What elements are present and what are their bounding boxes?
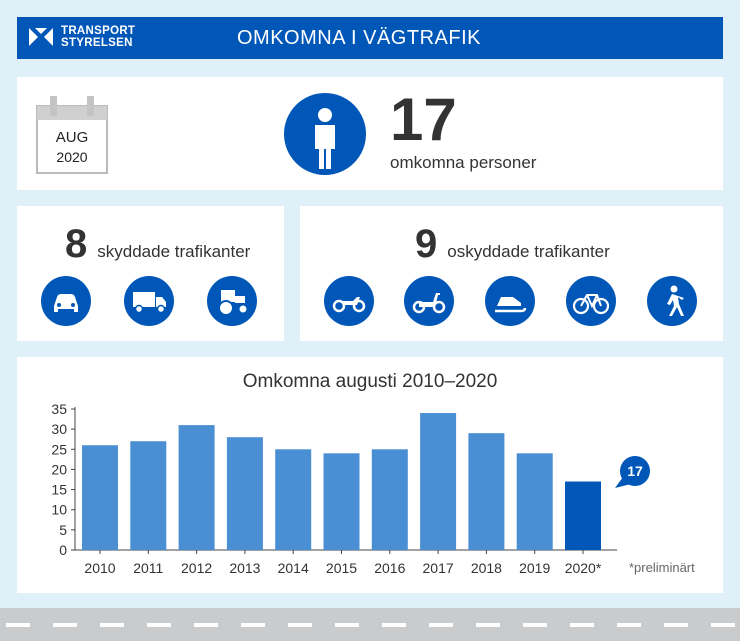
x-tick-label: 2018 bbox=[471, 560, 502, 576]
y-tick-label: 10 bbox=[51, 502, 67, 518]
road-decoration bbox=[0, 608, 740, 641]
protected-panel: 8 skyddade trafikanter bbox=[17, 206, 284, 341]
logo-mark-icon bbox=[29, 28, 53, 46]
moped-icon bbox=[404, 276, 454, 326]
bar-2019 bbox=[516, 453, 553, 550]
bar-2017 bbox=[420, 413, 457, 550]
chart-panel: Omkomna augusti 2010–2020 0 5 10 15 20 25 30 35… bbox=[17, 357, 723, 593]
y-tick-label: 30 bbox=[51, 421, 67, 437]
person-icon bbox=[284, 93, 366, 175]
calendar-month: AUG bbox=[55, 129, 89, 146]
header-bar: TRANSPORT STYRELSEN OMKOMNA I VÄGTRAFIK bbox=[17, 17, 723, 59]
lane-dash bbox=[429, 623, 453, 627]
bicycle-icon bbox=[566, 276, 616, 326]
x-tick-label: 2019 bbox=[519, 560, 550, 576]
lane-dash bbox=[335, 623, 359, 627]
protected-count: 8 bbox=[65, 222, 88, 266]
x-tick-label: 2020* bbox=[565, 560, 602, 576]
unprotected-panel: 9 oskyddade trafikanter bbox=[300, 206, 723, 341]
tractor-icon bbox=[207, 276, 257, 326]
lane-dash bbox=[617, 623, 641, 627]
callout-value: 17 bbox=[627, 463, 643, 479]
logo-line2: STYRELSEN bbox=[61, 37, 133, 49]
lane-dash bbox=[288, 623, 312, 627]
total-caption: omkomna personer bbox=[390, 153, 537, 172]
lane-dash bbox=[147, 623, 171, 627]
unprotected-label: oskyddade trafikanter bbox=[447, 242, 610, 261]
lane-dash bbox=[100, 623, 124, 627]
lane-dash bbox=[664, 623, 688, 627]
truck-icon bbox=[124, 276, 174, 326]
logo-line1: TRANSPORT bbox=[61, 25, 136, 37]
bar-2012 bbox=[178, 425, 215, 550]
pedestrian-icon bbox=[647, 276, 697, 326]
total-fatalities: 17 bbox=[390, 86, 457, 153]
bar-2013 bbox=[226, 437, 263, 550]
x-tick-label: 2016 bbox=[374, 560, 405, 576]
lane-dash bbox=[382, 623, 406, 627]
transportstyrelsen-logo: TRANSPORT STYRELSEN bbox=[29, 25, 135, 49]
bar-2016 bbox=[371, 449, 408, 550]
callout-pointer bbox=[615, 477, 631, 488]
lane-dash bbox=[53, 623, 77, 627]
lane-dash bbox=[194, 623, 218, 627]
y-tick-label: 25 bbox=[51, 441, 67, 457]
y-tick-label: 35 bbox=[51, 401, 67, 417]
lane-dash bbox=[476, 623, 500, 627]
lane-dash bbox=[570, 623, 594, 627]
bar-2010 bbox=[82, 445, 118, 550]
x-tick-label: 2011 bbox=[133, 560, 163, 576]
x-tick-label: 2015 bbox=[326, 560, 357, 576]
lane-dash bbox=[711, 623, 735, 627]
bar-2015 bbox=[323, 453, 360, 550]
bar-2020 bbox=[565, 481, 601, 550]
snowmobile-icon bbox=[485, 276, 535, 326]
bar-2018 bbox=[468, 433, 505, 550]
y-tick-label: 20 bbox=[51, 461, 67, 477]
x-tick-label: 2010 bbox=[84, 560, 115, 576]
y-tick-label: 0 bbox=[59, 542, 67, 558]
bar-chart: 0 5 10 15 20 25 30 35 2010 2011 2012 2013 2014 2015 20… bbox=[51, 401, 650, 576]
motorcycle-icon bbox=[324, 276, 374, 326]
unprotected-count: 9 bbox=[415, 222, 438, 266]
y-tick-label: 5 bbox=[59, 522, 67, 538]
lane-dash bbox=[523, 623, 547, 627]
chart-title: Omkomna augusti 2010–2020 bbox=[242, 371, 498, 392]
protected-label: skyddade trafikanter bbox=[97, 242, 251, 261]
lane-dash bbox=[6, 623, 30, 627]
summary-panel: AUG 2020 17 omkomna personer bbox=[17, 77, 723, 190]
lane-dash bbox=[241, 623, 265, 627]
bar-2014 bbox=[275, 449, 312, 550]
x-tick-label: 2013 bbox=[229, 560, 260, 576]
calendar-year: 2020 bbox=[56, 149, 88, 165]
bar-2011 bbox=[130, 441, 167, 550]
y-tick-label: 15 bbox=[51, 482, 67, 498]
x-tick-label: 2012 bbox=[181, 560, 212, 576]
x-tick-label: 2017 bbox=[423, 560, 454, 576]
car-icon bbox=[41, 276, 91, 326]
page-title: OMKOMNA I VÄGTRAFIK bbox=[237, 27, 481, 49]
x-tick-label: 2014 bbox=[278, 560, 309, 576]
calendar-icon bbox=[36, 96, 108, 174]
footnote: *preliminärt bbox=[629, 560, 695, 575]
callout-bubble bbox=[620, 456, 650, 486]
